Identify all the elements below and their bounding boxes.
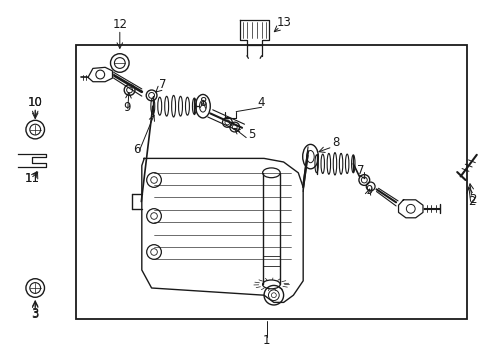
Text: 7: 7 xyxy=(158,78,166,91)
Text: 5: 5 xyxy=(247,129,255,141)
Text: 8: 8 xyxy=(199,96,206,109)
Text: 2: 2 xyxy=(467,195,475,208)
Text: 12: 12 xyxy=(112,18,127,31)
Text: 3: 3 xyxy=(31,309,39,321)
Text: 13: 13 xyxy=(276,16,290,29)
Polygon shape xyxy=(88,67,112,82)
Text: 7: 7 xyxy=(356,165,364,177)
Bar xyxy=(76,45,466,319)
Text: 3: 3 xyxy=(31,307,39,320)
Text: 6: 6 xyxy=(133,143,141,156)
Text: 10: 10 xyxy=(28,96,42,109)
Polygon shape xyxy=(398,200,422,218)
Text: 11: 11 xyxy=(24,172,39,185)
Text: 9: 9 xyxy=(123,101,131,114)
Text: 4: 4 xyxy=(257,96,265,109)
Text: 1: 1 xyxy=(262,334,270,347)
Polygon shape xyxy=(142,158,303,302)
Text: 10: 10 xyxy=(28,96,42,109)
Text: 8: 8 xyxy=(332,136,340,149)
Text: 9: 9 xyxy=(364,184,372,197)
Text: 2: 2 xyxy=(468,193,476,206)
Text: 11: 11 xyxy=(24,172,39,185)
